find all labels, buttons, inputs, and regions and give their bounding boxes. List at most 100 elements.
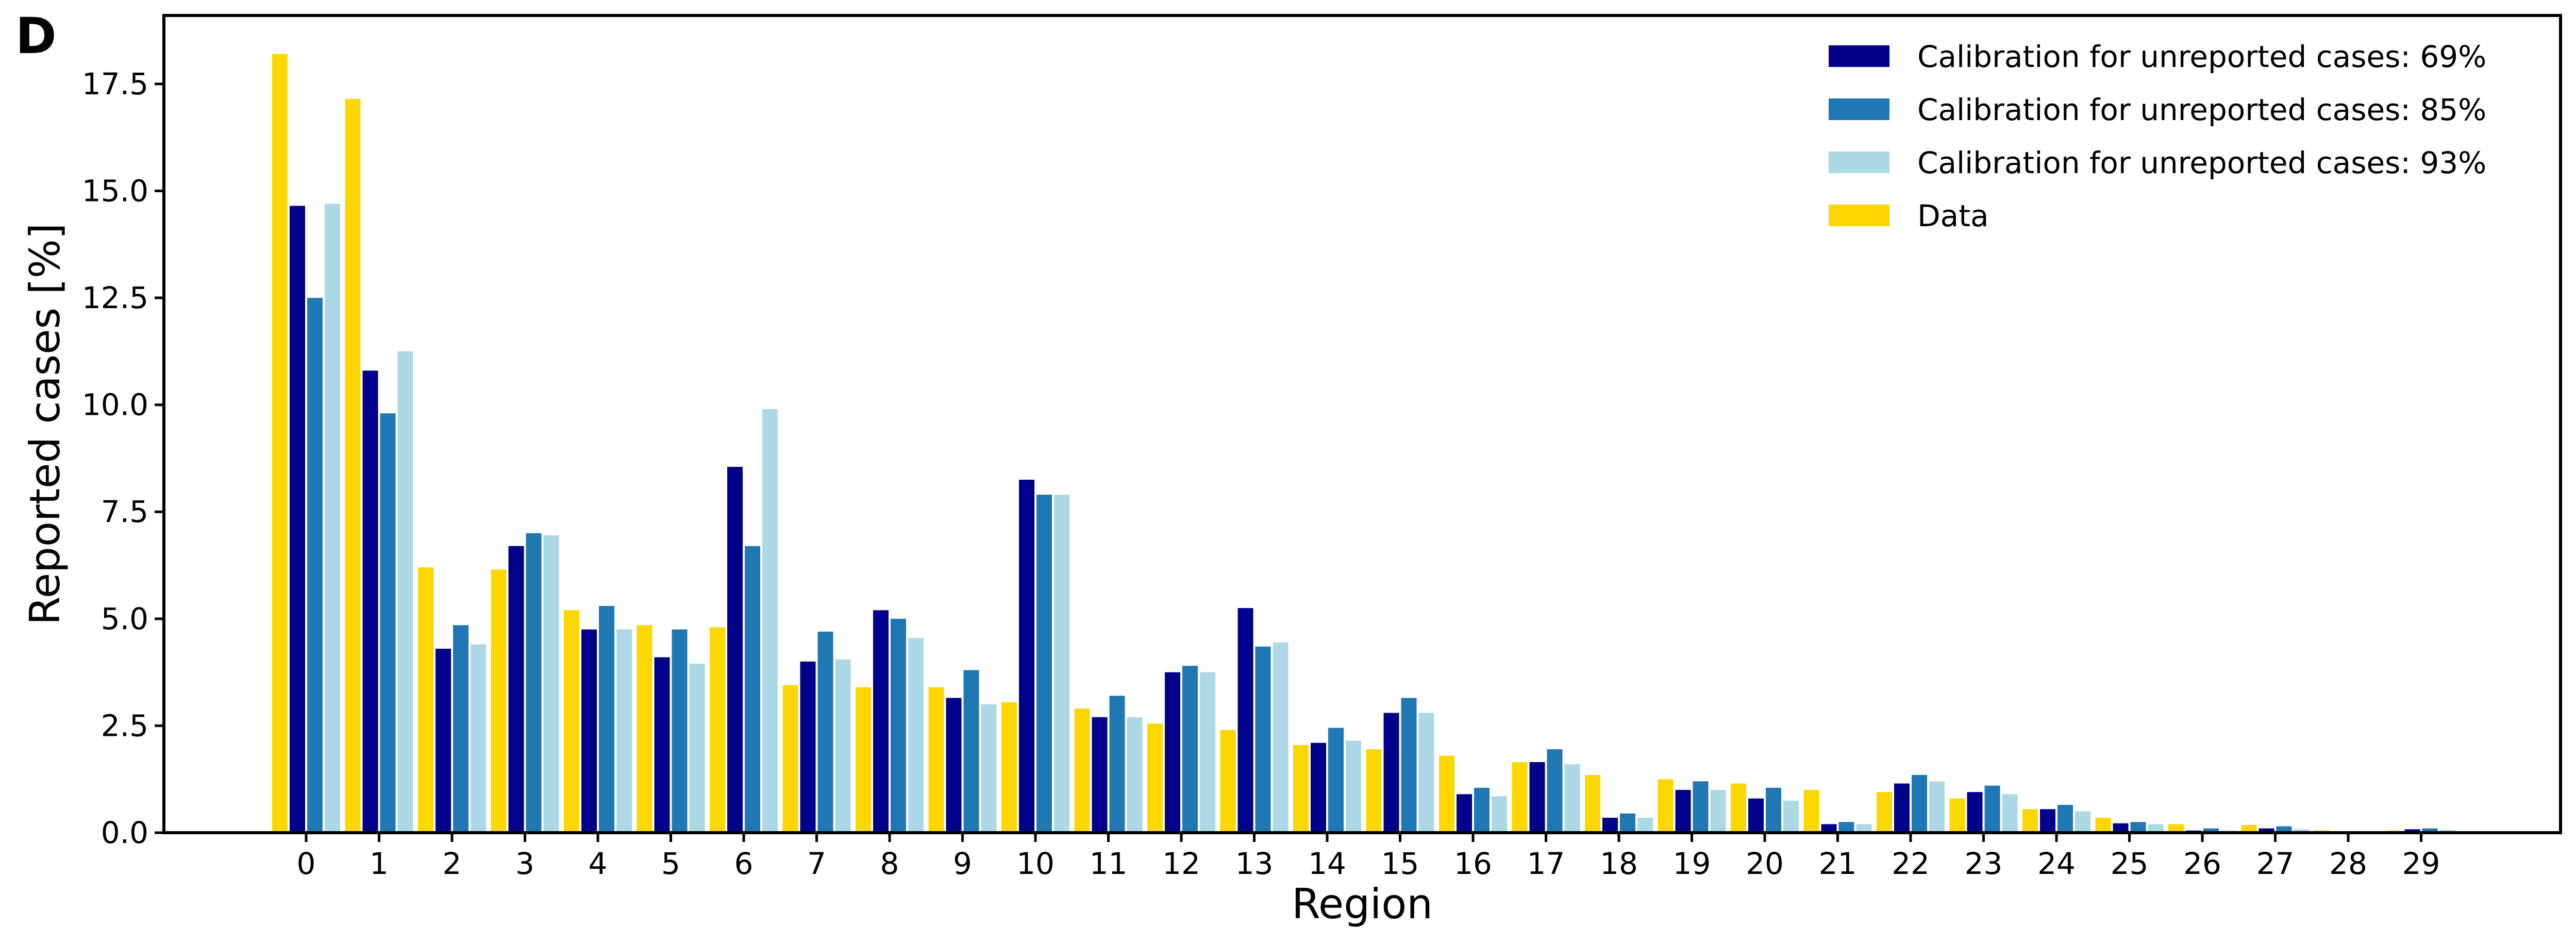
panel-label: D xyxy=(15,7,57,65)
bar-26-series-0 xyxy=(2168,824,2184,833)
bar-13-series-2 xyxy=(1255,646,1271,833)
bar-4-series-0 xyxy=(564,610,579,833)
bar-21-series-1 xyxy=(1821,824,1837,833)
bar-2-series-0 xyxy=(418,567,433,833)
bar-1-series-2 xyxy=(380,413,396,833)
bar-19-series-0 xyxy=(1658,779,1674,833)
x-tick-label: 22 xyxy=(1892,846,1930,881)
legend-label: Calibration for unreported cases: 93% xyxy=(1917,145,2486,180)
bar-9-series-2 xyxy=(963,670,979,833)
bar-4-series-1 xyxy=(581,629,597,833)
bar-12-series-0 xyxy=(1147,723,1163,833)
bar-5-series-1 xyxy=(654,657,670,833)
x-tick-label: 14 xyxy=(1308,846,1346,881)
y-axis: 0.0 2.5 5.0 7.5 10.0 12.5 15.0 17.5 xyxy=(82,66,164,850)
bar-16-series-0 xyxy=(1439,755,1454,833)
bar-20-series-1 xyxy=(1748,798,1764,833)
bar-9-series-1 xyxy=(946,698,962,833)
bar-0-series-3 xyxy=(325,204,340,833)
bar-23-series-3 xyxy=(2002,794,2018,833)
bar-14-series-3 xyxy=(1346,740,1361,833)
y-tick-label: 17.5 xyxy=(82,66,148,102)
bar-20-series-3 xyxy=(1783,800,1799,833)
x-tick-label: 6 xyxy=(734,846,754,881)
x-axis: 0 1 2 3 4 5 6 7 8 9 10 11 12 13 14 15 16 17 18 19 20 21 22 23 24… xyxy=(297,833,2440,881)
y-tick-label: 7.5 xyxy=(101,494,148,529)
bar-3-series-1 xyxy=(508,546,524,833)
bar-23-series-1 xyxy=(1967,792,1983,833)
x-tick-label: 28 xyxy=(2329,846,2367,881)
bars-group xyxy=(272,54,2455,833)
bar-22-series-3 xyxy=(1929,781,1945,833)
bar-6-series-0 xyxy=(710,627,725,833)
legend-swatch xyxy=(1829,98,1889,120)
bar-18-series-0 xyxy=(1585,774,1600,833)
x-tick-label: 5 xyxy=(661,846,680,881)
bar-12-series-3 xyxy=(1200,672,1215,833)
bar-27-series-1 xyxy=(2259,828,2274,833)
bar-21-series-2 xyxy=(1838,822,1854,833)
bar-2-series-3 xyxy=(471,644,486,833)
bar-11-series-1 xyxy=(1092,717,1108,833)
x-tick-label: 9 xyxy=(953,846,972,881)
bar-13-series-3 xyxy=(1273,642,1289,833)
y-tick-label: 12.5 xyxy=(82,280,148,315)
x-tick-label: 8 xyxy=(880,846,899,881)
bar-8-series-0 xyxy=(856,687,871,833)
bar-25-series-2 xyxy=(2130,822,2146,833)
bar-23-series-2 xyxy=(1984,785,2000,833)
bar-24-series-3 xyxy=(2075,811,2090,833)
y-tick-label: 10.0 xyxy=(82,387,148,423)
bar-10-series-0 xyxy=(1001,702,1017,833)
bar-23-series-0 xyxy=(1949,798,1965,833)
bar-22-series-0 xyxy=(1877,792,1892,833)
legend-label: Data xyxy=(1917,198,1989,233)
bar-9-series-3 xyxy=(981,704,997,833)
x-tick-label: 3 xyxy=(515,846,534,881)
legend-swatch xyxy=(1829,205,1889,226)
y-tick-label: 0.0 xyxy=(101,815,148,850)
x-tick-label: 17 xyxy=(1527,846,1565,881)
y-tick-label: 15.0 xyxy=(82,173,148,208)
bar-27-series-3 xyxy=(2294,829,2310,833)
bar-14-series-0 xyxy=(1293,745,1309,833)
y-tick-label: 2.5 xyxy=(101,708,148,743)
bar-11-series-3 xyxy=(1127,717,1143,833)
bar-15-series-0 xyxy=(1366,749,1382,833)
bar-24-series-0 xyxy=(2022,809,2038,833)
bar-17-series-1 xyxy=(1529,762,1545,833)
bar-27-series-2 xyxy=(2276,826,2292,833)
bar-22-series-2 xyxy=(1912,774,1927,833)
bar-15-series-2 xyxy=(1401,698,1417,833)
bar-13-series-1 xyxy=(1237,608,1253,833)
bar-17-series-0 xyxy=(1512,762,1528,833)
bar-2-series-2 xyxy=(453,625,469,833)
x-tick-label: 21 xyxy=(1819,846,1857,881)
bar-19-series-2 xyxy=(1693,781,1709,833)
bar-18-series-2 xyxy=(1620,813,1635,833)
bar-22-series-1 xyxy=(1894,783,1910,833)
bar-11-series-2 xyxy=(1109,696,1125,833)
bar-8-series-1 xyxy=(873,610,889,833)
x-tick-label: 12 xyxy=(1162,846,1200,881)
bar-3-series-3 xyxy=(543,535,559,833)
bar-6-series-3 xyxy=(762,409,778,833)
x-tick-label: 24 xyxy=(2037,846,2076,881)
bar-7-series-1 xyxy=(800,661,816,833)
x-tick-label: 20 xyxy=(1746,846,1784,881)
bar-2-series-1 xyxy=(436,648,451,833)
bar-10-series-1 xyxy=(1019,479,1034,833)
legend: Calibration for unreported cases: 69% Cal… xyxy=(1829,39,2486,233)
bar-10-series-2 xyxy=(1036,495,1052,833)
x-tick-label: 26 xyxy=(2183,846,2221,881)
bar-6-series-1 xyxy=(727,467,743,833)
bar-0-series-1 xyxy=(290,206,305,833)
bar-7-series-0 xyxy=(782,685,798,833)
bar-18-series-1 xyxy=(1602,817,1618,833)
bar-29-series-2 xyxy=(2422,828,2438,833)
x-tick-label: 27 xyxy=(2256,846,2295,881)
bar-19-series-3 xyxy=(1710,789,1726,833)
bar-20-series-0 xyxy=(1731,783,1746,833)
x-tick-label: 16 xyxy=(1454,846,1492,881)
